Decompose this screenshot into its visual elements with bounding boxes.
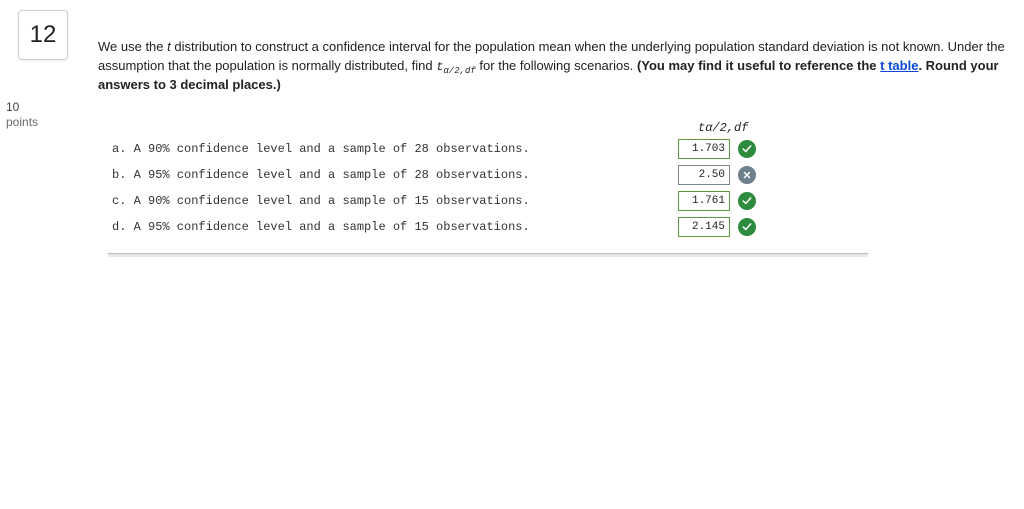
answer-label: a. A 90% confidence level and a sample o… xyxy=(98,142,678,156)
answer-label: b. A 95% confidence level and a sample o… xyxy=(98,168,678,182)
points-value: 10 xyxy=(6,100,66,115)
cross-icon xyxy=(738,166,756,184)
answer-row: a. A 90% confidence level and a sample o… xyxy=(98,137,1010,161)
answer-input[interactable]: 2.145 xyxy=(678,217,730,237)
header-sub: α/2,df xyxy=(705,121,748,135)
answer-row: c. A 90% confidence level and a sample o… xyxy=(98,189,1010,213)
t-table-link[interactable]: t table xyxy=(880,58,918,73)
question-number: 12 xyxy=(30,21,57,49)
check-icon xyxy=(738,140,756,158)
question-prompt: We use the t distribution to construct a… xyxy=(98,38,1010,95)
points-block: 10 points xyxy=(6,100,66,130)
answer-input[interactable]: 2.50 xyxy=(678,165,730,185)
prompt-text: for the following scenarios. xyxy=(476,58,637,73)
check-icon xyxy=(738,218,756,236)
answers-block: tα/2,df a. A 90% confidence level and a … xyxy=(98,121,1010,257)
points-label: points xyxy=(6,115,66,130)
answer-row: b. A 95% confidence level and a sample o… xyxy=(98,163,1010,187)
question-number-box: 12 xyxy=(18,10,68,60)
answers-header: tα/2,df xyxy=(98,121,1010,135)
answer-label: d. A 95% confidence level and a sample o… xyxy=(98,220,678,234)
answer-label: c. A 90% confidence level and a sample o… xyxy=(98,194,678,208)
section-divider xyxy=(108,253,868,257)
answer-input[interactable]: 1.703 xyxy=(678,139,730,159)
prompt-text: We use the xyxy=(98,39,167,54)
answer-input[interactable]: 1.761 xyxy=(678,191,730,211)
t-subscript: α/2,df xyxy=(443,66,475,76)
answer-row: d. A 95% confidence level and a sample o… xyxy=(98,215,1010,239)
prompt-bold: (You may find it useful to reference the xyxy=(637,58,880,73)
question-content: We use the t distribution to construct a… xyxy=(98,8,1010,257)
check-icon xyxy=(738,192,756,210)
